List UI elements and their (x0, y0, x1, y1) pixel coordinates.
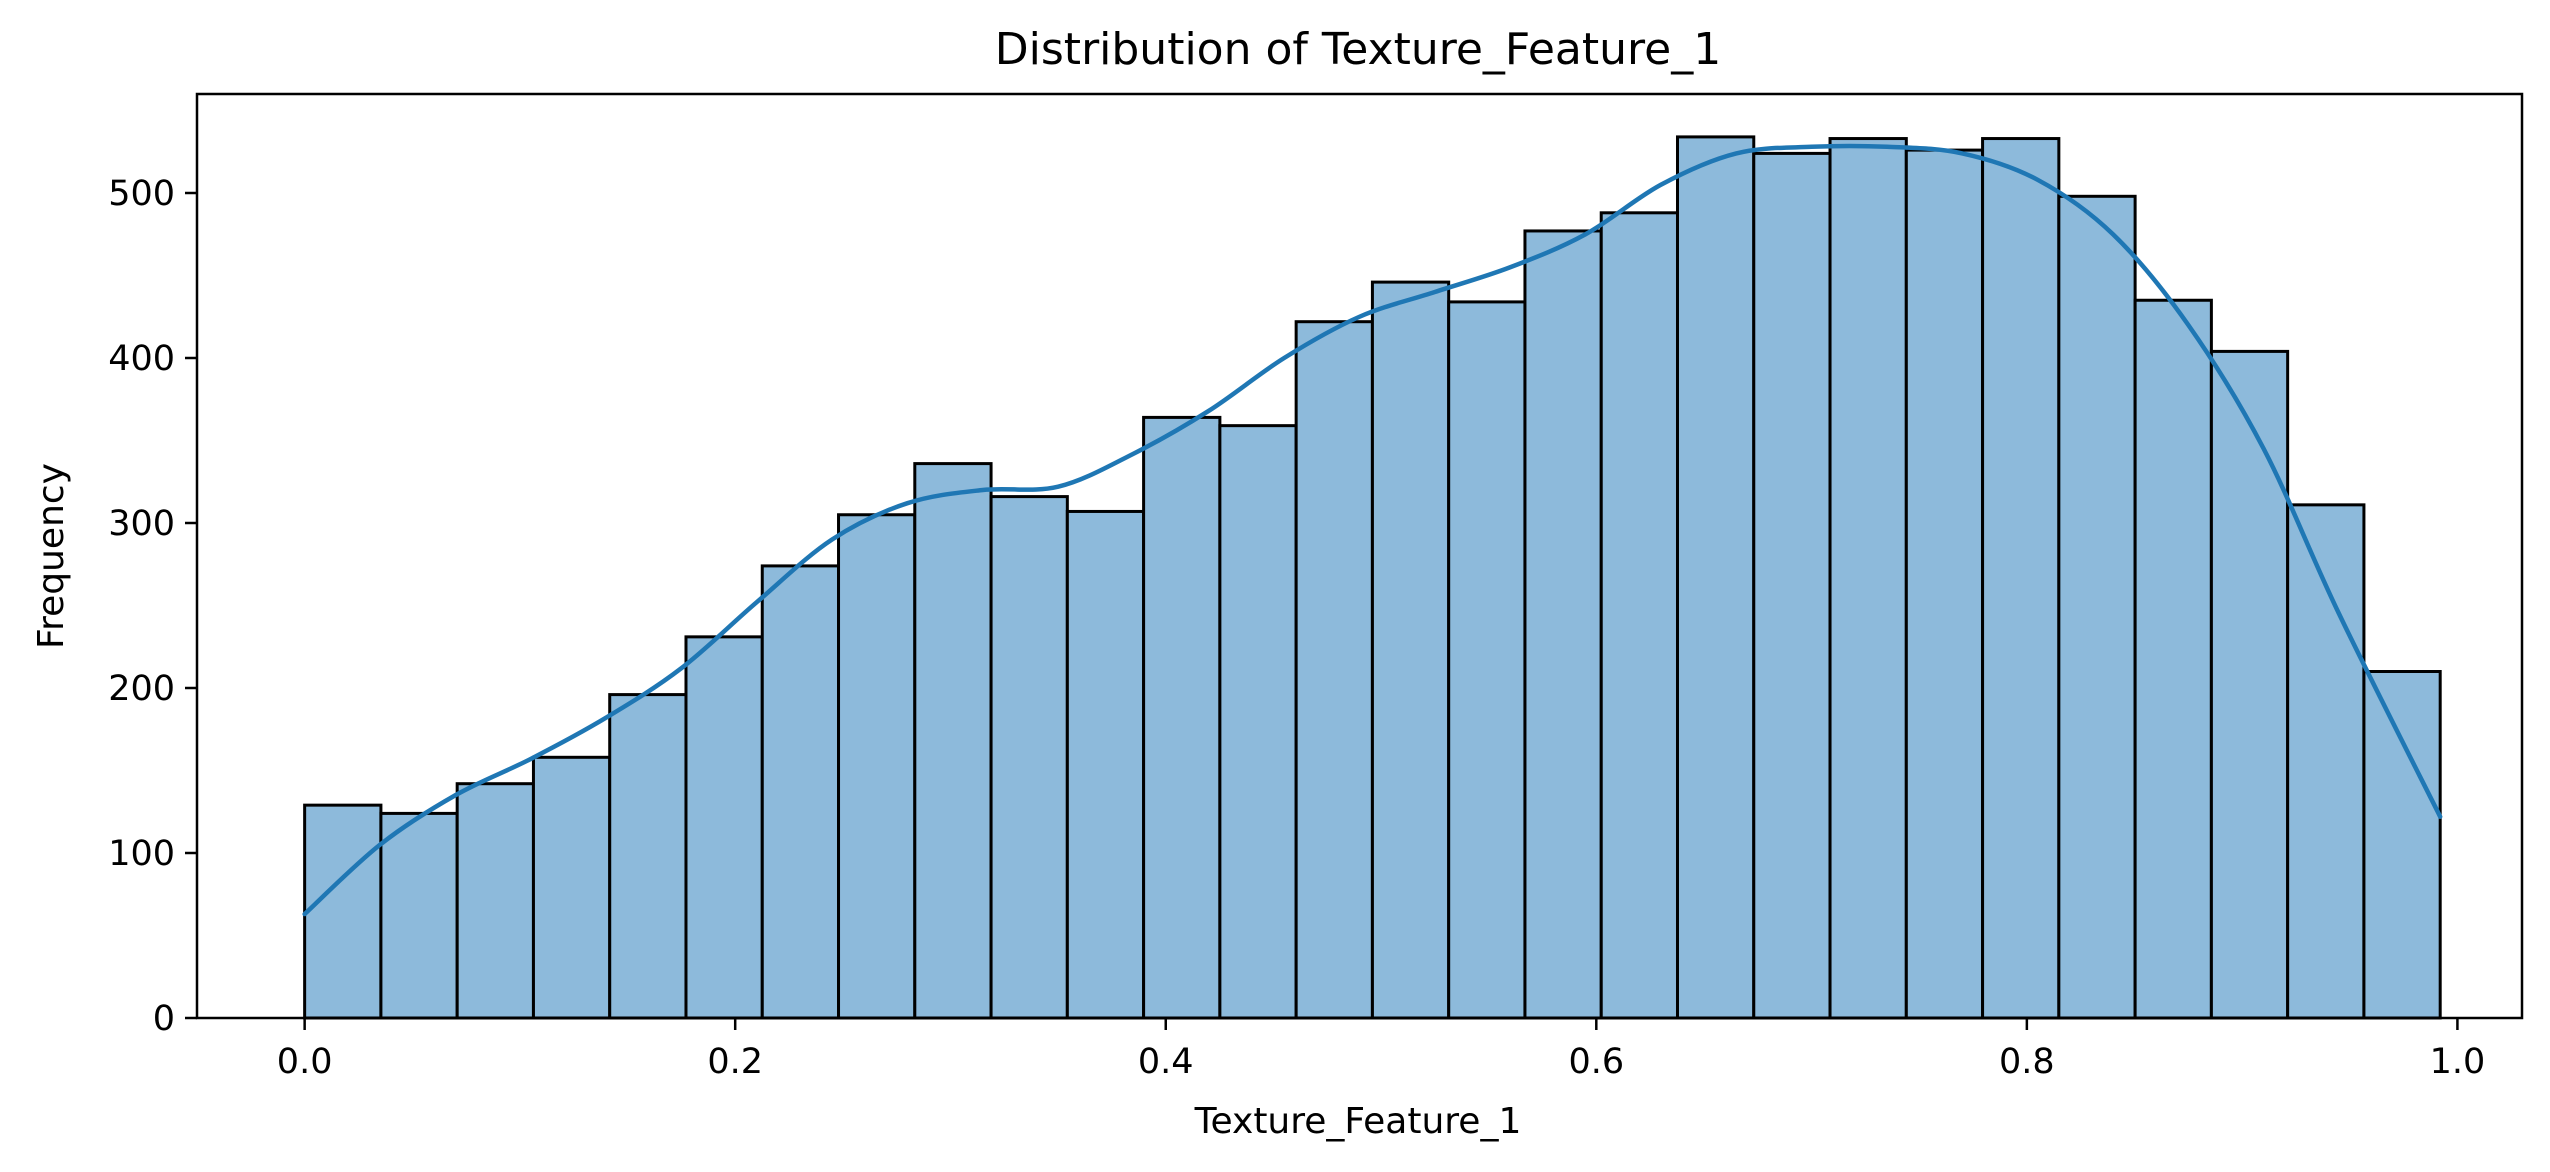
x-tick-label-4: 0.8 (1999, 1042, 2055, 1082)
histogram-bar-12 (1218, 424, 1298, 1020)
histogram-bar-4 (608, 693, 688, 1020)
histogram-bar-16 (1523, 229, 1603, 1020)
histogram-bar-0 (303, 803, 383, 1020)
histogram-bar-1 (379, 811, 459, 1020)
histogram-bar-5 (684, 635, 764, 1020)
histogram-bar-21 (1904, 148, 1985, 1020)
kde-line (302, 143, 2443, 917)
chart-title: Distribution of Texture_Feature_1 (995, 24, 1721, 75)
histogram-bar-7 (837, 513, 917, 1020)
histogram-bar-20 (1828, 137, 1908, 1020)
histogram-bar-15 (1447, 300, 1527, 1020)
histogram-bar-23 (2057, 194, 2137, 1020)
histogram-bar-24 (2133, 298, 2213, 1020)
histogram-bar-2 (455, 782, 535, 1020)
y-tick-label-4: 400 (108, 339, 175, 379)
y-axis-ticks: 0 100 200 300 400 500 (108, 174, 197, 1039)
histogram-bar-11 (1142, 415, 1222, 1020)
histogram-bar-22 (1981, 137, 2061, 1020)
histogram-bar-13 (1294, 320, 1374, 1020)
plot-frame (195, 92, 2524, 1020)
y-tick-label-5: 500 (108, 174, 175, 214)
histogram-bar-25 (2209, 349, 2290, 1020)
histogram-bar-10 (1065, 509, 1146, 1020)
histogram-bar-17 (1599, 211, 1679, 1020)
histogram-bar-19 (1752, 151, 1832, 1020)
x-tick-label-1: 0.2 (707, 1042, 763, 1082)
histogram-bar-14 (1370, 280, 1451, 1020)
x-tick-label-3: 0.6 (1568, 1042, 1624, 1082)
x-axis-ticks: 0.0 0.2 0.4 0.6 0.8 1.0 (277, 1018, 2485, 1082)
y-tick-label-0: 0 (153, 999, 175, 1039)
y-tick-label-1: 100 (108, 834, 175, 874)
x-axis-label: Texture_Feature_1 (1194, 1101, 1522, 1142)
x-tick-label-2: 0.4 (1138, 1042, 1194, 1082)
x-tick-label-5: 1.0 (2430, 1042, 2486, 1082)
histogram-bar-3 (531, 755, 612, 1020)
histogram-bar-27 (2362, 670, 2442, 1020)
bars-group (303, 135, 2442, 1020)
histogram-bar-9 (989, 495, 1069, 1020)
y-axis-label: Frequency (31, 463, 72, 649)
histogram-bar-8 (913, 462, 993, 1020)
histogram-bar-6 (760, 564, 841, 1020)
histogram-bar-18 (1675, 135, 1756, 1020)
y-tick-label-3: 300 (108, 504, 175, 544)
x-tick-label-0: 0.0 (277, 1042, 333, 1082)
y-tick-label-2: 200 (108, 669, 175, 709)
